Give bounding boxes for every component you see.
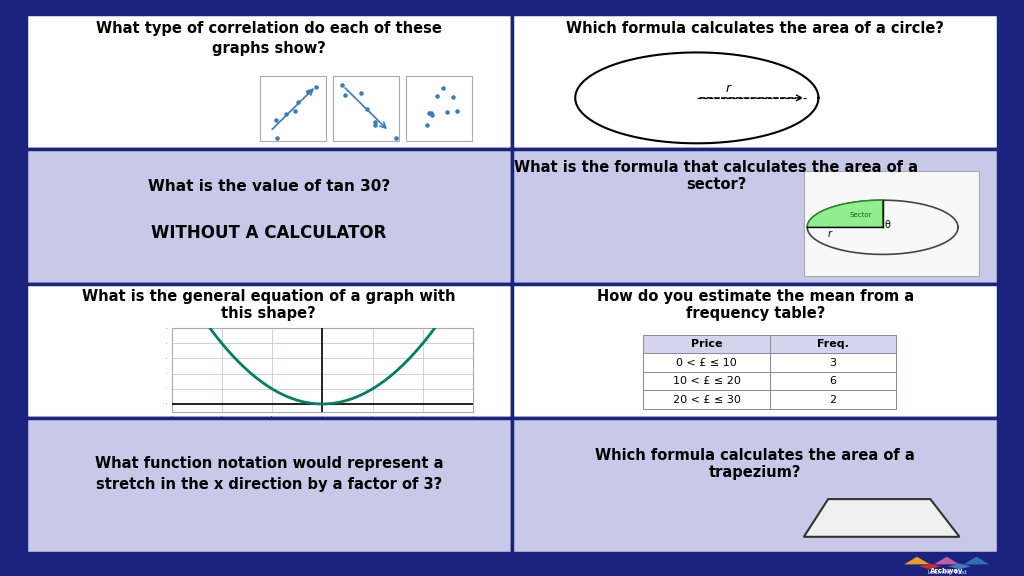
Text: 6: 6	[829, 376, 837, 386]
FancyBboxPatch shape	[333, 77, 399, 141]
Polygon shape	[948, 563, 971, 569]
Polygon shape	[807, 200, 883, 228]
Text: Which formula calculates the area of a circle?: Which formula calculates the area of a c…	[566, 21, 944, 36]
Text: What is the general equation of a graph with
this shape?: What is the general equation of a graph …	[82, 289, 456, 321]
Polygon shape	[934, 556, 959, 564]
Point	[278, 109, 294, 119]
Point	[419, 120, 435, 130]
Point	[352, 89, 369, 98]
FancyBboxPatch shape	[643, 353, 770, 372]
FancyBboxPatch shape	[804, 170, 979, 275]
Text: Sector: Sector	[850, 212, 872, 218]
FancyBboxPatch shape	[407, 77, 472, 141]
Text: What is the formula that calculates the area of a
sector?: What is the formula that calculates the …	[514, 160, 919, 192]
Point	[268, 133, 285, 142]
Text: r: r	[827, 229, 831, 239]
Point	[421, 108, 437, 118]
Text: 2: 2	[829, 395, 837, 404]
Text: Price: Price	[691, 339, 722, 349]
FancyBboxPatch shape	[770, 335, 896, 353]
FancyBboxPatch shape	[770, 372, 896, 391]
FancyBboxPatch shape	[260, 77, 326, 141]
Polygon shape	[964, 556, 989, 564]
Point	[287, 107, 303, 116]
Text: 10 < £ ≤ 20: 10 < £ ≤ 20	[673, 376, 740, 386]
Text: Learning Trust: Learning Trust	[928, 570, 967, 575]
Text: r: r	[726, 82, 731, 94]
Point	[334, 81, 350, 90]
Polygon shape	[804, 499, 959, 537]
Polygon shape	[904, 556, 930, 564]
Text: Freq.: Freq.	[817, 339, 849, 349]
Polygon shape	[919, 563, 941, 569]
Point	[439, 108, 456, 117]
Point	[367, 117, 383, 126]
Point	[445, 93, 462, 102]
Point	[358, 104, 375, 113]
Point	[387, 133, 403, 142]
Point	[290, 97, 306, 107]
Text: WITHOUT A CALCULATOR: WITHOUT A CALCULATOR	[152, 223, 386, 241]
FancyBboxPatch shape	[643, 335, 770, 353]
Point	[300, 87, 316, 96]
Point	[308, 82, 325, 92]
FancyBboxPatch shape	[643, 391, 770, 409]
Text: 0 < £ ≤ 10: 0 < £ ≤ 10	[676, 358, 737, 367]
Point	[368, 121, 384, 130]
Point	[337, 90, 353, 100]
Point	[267, 115, 284, 124]
Text: What type of correlation do each of these
graphs show?: What type of correlation do each of thes…	[96, 21, 441, 56]
Text: Which formula calculates the area of a
trapezium?: Which formula calculates the area of a t…	[595, 448, 915, 480]
FancyBboxPatch shape	[643, 372, 770, 391]
Point	[449, 106, 465, 115]
Text: 20 < £ ≤ 30: 20 < £ ≤ 30	[673, 395, 740, 404]
Text: 3: 3	[829, 358, 837, 367]
Point	[434, 83, 451, 92]
Point	[423, 108, 439, 118]
Text: How do you estimate the mean from a
frequency table?: How do you estimate the mean from a freq…	[597, 289, 913, 321]
Text: What function notation would represent a
stretch in the x direction by a factor : What function notation would represent a…	[94, 456, 443, 492]
FancyBboxPatch shape	[770, 353, 896, 372]
Point	[424, 111, 440, 120]
Point	[428, 92, 444, 101]
FancyBboxPatch shape	[770, 391, 896, 409]
Text: Archway: Archway	[931, 568, 964, 574]
Text: What is the value of tan 30?: What is the value of tan 30?	[147, 179, 390, 194]
Text: θ: θ	[885, 219, 891, 230]
